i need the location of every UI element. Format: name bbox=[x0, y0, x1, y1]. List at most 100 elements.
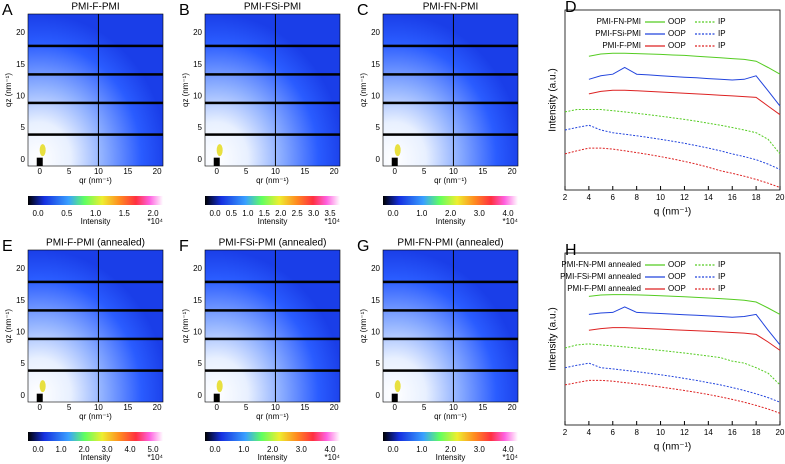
image bbox=[205, 14, 340, 166]
x-tick-label: 20 bbox=[508, 167, 517, 176]
colorbar-tick-label: 3.5 bbox=[324, 209, 336, 218]
colorbar-unit: *10⁴ bbox=[148, 217, 164, 226]
detector-gap bbox=[205, 101, 340, 105]
detector-gap bbox=[205, 133, 340, 136]
beamstop bbox=[36, 157, 43, 166]
legend-label: OOP bbox=[668, 41, 686, 50]
y-tick-label: 5 bbox=[376, 359, 381, 368]
detector-gap bbox=[383, 101, 518, 105]
x-tick-label: 5 bbox=[244, 167, 249, 176]
y-tick-label: 15 bbox=[371, 60, 380, 69]
beamstop bbox=[36, 393, 43, 402]
x-axis-label: qr (nm⁻¹) bbox=[434, 412, 467, 421]
colorbar-tick-label: 0.5 bbox=[61, 209, 73, 218]
series-line bbox=[588, 294, 781, 315]
colorbar-tick-label: 0.5 bbox=[226, 209, 238, 218]
y-tick-label: 5 bbox=[198, 359, 203, 368]
x-tick-label: 10 bbox=[94, 403, 103, 412]
legend-group: PMI-FN-PMI annealed bbox=[561, 260, 641, 269]
y-tick-label: 20 bbox=[193, 264, 202, 273]
y-tick-label: 15 bbox=[371, 296, 380, 305]
x-tick-label: 18 bbox=[752, 428, 761, 437]
beamstop bbox=[391, 393, 398, 402]
x-tick-label: 5 bbox=[422, 167, 427, 176]
image bbox=[28, 14, 163, 166]
colorbar-label: Intensity bbox=[258, 217, 288, 226]
colorbar bbox=[205, 432, 340, 441]
colorbar-tick-label: 1.0 bbox=[238, 445, 250, 454]
x-tick-label: 20 bbox=[153, 167, 162, 176]
panel-letter: H bbox=[565, 242, 577, 259]
x-tick-label: 5 bbox=[244, 403, 249, 412]
detector-gap bbox=[28, 133, 163, 136]
panel-letter: F bbox=[179, 238, 189, 255]
image bbox=[383, 14, 518, 166]
beamstop bbox=[213, 157, 220, 166]
x-tick-label: 15 bbox=[478, 167, 487, 176]
x-tick-label: 20 bbox=[776, 193, 785, 202]
panel-letter: B bbox=[179, 2, 190, 19]
y-tick-label: 10 bbox=[16, 91, 25, 100]
series-line bbox=[564, 109, 781, 155]
panel-letter: D bbox=[565, 0, 577, 16]
colorbar-label: Intensity bbox=[436, 217, 466, 226]
x-tick-label: 10 bbox=[449, 167, 458, 176]
x-tick-label: 6 bbox=[611, 428, 616, 437]
plot-frame bbox=[564, 252, 781, 426]
frame bbox=[382, 249, 519, 403]
colorbar-label: Intensity bbox=[258, 453, 288, 462]
colorbar-label: Intensity bbox=[81, 217, 111, 226]
x-axis-label: q (nm⁻¹) bbox=[654, 442, 692, 453]
y-tick-label: 20 bbox=[193, 28, 202, 37]
colorbar-unit: *10⁴ bbox=[503, 453, 519, 462]
colorbar-tick-label: 4.0 bbox=[324, 445, 336, 454]
y-tick-label: 15 bbox=[16, 296, 25, 305]
panel-title: PMI-FSi-PMI bbox=[244, 2, 301, 13]
panel-letter: A bbox=[2, 2, 13, 19]
legend-label: IP bbox=[718, 29, 726, 38]
detector-gap bbox=[205, 337, 340, 341]
legend-label: OOP bbox=[668, 17, 686, 26]
colorbar-unit: *10⁴ bbox=[325, 453, 341, 462]
colorbar-tick-label: 0.0 bbox=[32, 445, 44, 454]
y-tick-label: 20 bbox=[371, 28, 380, 37]
colorbar bbox=[205, 196, 340, 205]
colorbar-tick-label: 3.0 bbox=[308, 209, 320, 218]
frame bbox=[204, 249, 341, 403]
colorbar-tick-label: 3.0 bbox=[474, 209, 486, 218]
y-tick-label: 10 bbox=[371, 91, 380, 100]
y-tick-label: 15 bbox=[193, 296, 202, 305]
legend-label: IP bbox=[718, 17, 726, 26]
panel-letter: C bbox=[357, 2, 369, 19]
legend-label: IP bbox=[718, 41, 726, 50]
x-tick-label: 10 bbox=[271, 167, 280, 176]
x-tick-label: 16 bbox=[728, 193, 737, 202]
x-tick-label: 15 bbox=[478, 403, 487, 412]
x-tick-label: 0 bbox=[215, 167, 220, 176]
panel-title: PMI-FSi-PMI (annealed) bbox=[219, 238, 327, 249]
legend-group: PMI-FSi-PMI bbox=[595, 29, 641, 38]
y-tick-label: 10 bbox=[193, 91, 202, 100]
y-axis-label: qz (nm⁻¹) bbox=[359, 73, 368, 107]
image bbox=[383, 250, 518, 402]
y-tick-label: 5 bbox=[198, 123, 203, 132]
detector-gap bbox=[383, 309, 518, 312]
detector-gap bbox=[28, 369, 163, 372]
x-tick-label: 12 bbox=[680, 193, 689, 202]
beamstop bbox=[391, 157, 398, 166]
y-tick-label: 5 bbox=[21, 123, 26, 132]
legend-group: PMI-F-PMI annealed bbox=[567, 284, 641, 293]
y-tick-label: 20 bbox=[16, 28, 25, 37]
x-tick-label: 20 bbox=[330, 167, 339, 176]
detector-gap bbox=[28, 337, 163, 341]
detector-gap bbox=[383, 280, 518, 284]
colorbar-tick-label: 5.0 bbox=[147, 445, 159, 454]
legend-group: PMI-FN-PMI bbox=[597, 17, 641, 26]
x-tick-label: 20 bbox=[776, 428, 785, 437]
colorbar-tick-label: 4.0 bbox=[502, 209, 514, 218]
detector-gap bbox=[28, 280, 163, 284]
panel-title: PMI-FN-PMI bbox=[423, 2, 479, 13]
y-tick-label: 15 bbox=[193, 60, 202, 69]
series-line bbox=[564, 343, 781, 386]
colorbar-tick-label: 3.0 bbox=[296, 445, 308, 454]
